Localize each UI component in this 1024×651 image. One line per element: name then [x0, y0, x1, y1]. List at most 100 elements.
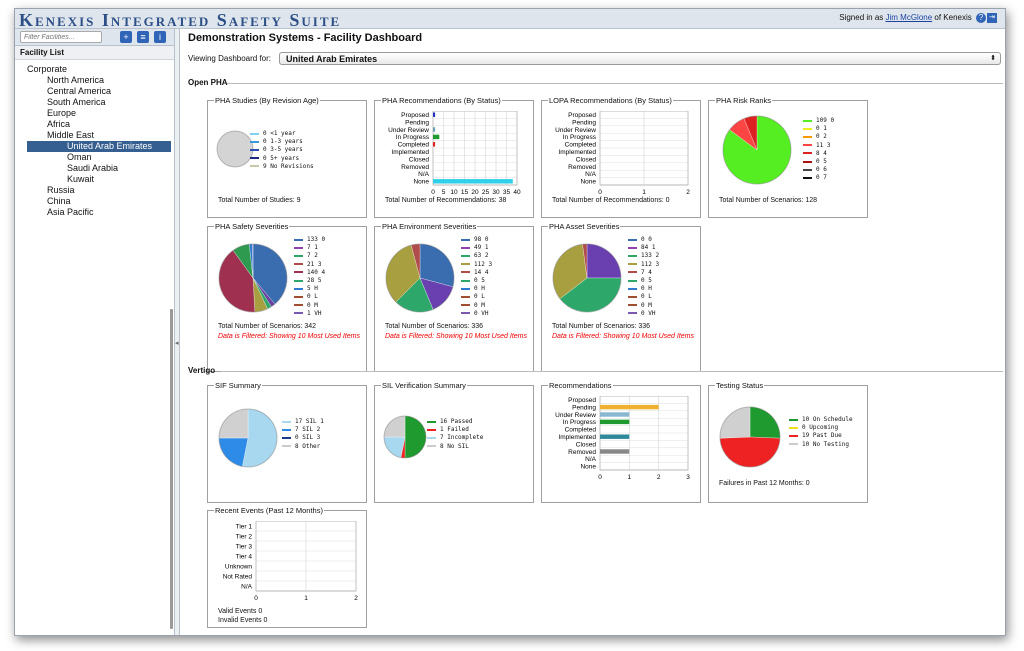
y-category-label: Under Review: [555, 127, 596, 134]
legend-item: 10 No Testing: [789, 441, 853, 449]
help-icon[interactable]: ?: [976, 13, 986, 23]
pie-outline: [383, 415, 427, 459]
legend-swatch: [250, 165, 259, 168]
legend-label: 0 0: [641, 236, 652, 243]
facility-item[interactable]: Saudi Arabia: [67, 163, 119, 173]
y-category-label: Removed: [568, 164, 596, 171]
legend-label: 7 Incomplete: [440, 434, 484, 442]
legend-label: 7 SIL 2: [295, 426, 321, 434]
legend-item: 8 No SIL: [427, 443, 483, 451]
legend-item: 109 0: [803, 117, 834, 125]
legend-swatch: [294, 312, 303, 315]
facility-select[interactable]: United Arab Emirates ⬍: [279, 52, 1001, 65]
facility-item[interactable]: Europe: [47, 108, 77, 118]
lopa-recs-bar-chart: 0 1 2 Proposed Pending Under Review In Progres…: [546, 111, 696, 201]
legend-item: 7 SIL 2: [282, 426, 324, 434]
y-category-label: Tier 3: [236, 543, 253, 550]
legend-label: 11 3: [816, 141, 831, 149]
y-category-label: In Progress: [563, 419, 597, 426]
facility-list-header: Facility List: [15, 46, 174, 60]
legend-item: 8 4: [803, 150, 834, 158]
legend-item: 11 3: [803, 142, 834, 150]
legend-label: 10 On Schedule: [802, 416, 853, 423]
facility-item-selected[interactable]: United Arab Emirates: [27, 141, 171, 152]
legend-item: 9 No Revisions: [250, 163, 314, 171]
y-category-label: Completed: [565, 427, 597, 434]
legend-item: 28 5: [294, 277, 325, 285]
facility-item[interactable]: Kuwait: [67, 174, 95, 184]
facility-tree: Corporate North America Central America Sou…: [15, 60, 174, 218]
facility-item[interactable]: Africa: [47, 119, 71, 129]
x-tick-label: 1: [628, 474, 632, 481]
sidebar-scrollbar[interactable]: [170, 309, 173, 629]
legend-swatch: [282, 445, 291, 448]
legend-swatch: [294, 287, 303, 290]
facility-item[interactable]: China: [47, 196, 71, 206]
legend-label: 17 SIL 1: [295, 418, 324, 425]
legend-label: 0 M: [474, 301, 485, 309]
legend-item: 0 6: [803, 166, 834, 174]
legend-swatch: [803, 168, 812, 171]
legend-swatch: [461, 279, 470, 282]
legend-item: 14 4: [461, 269, 492, 277]
legend-item: 7 4: [628, 269, 659, 277]
sif-summary-pie: [218, 408, 278, 468]
legend-label: 98 0: [474, 236, 489, 243]
user-link[interactable]: Jim McGlone: [885, 13, 933, 23]
pie-slice: [719, 406, 751, 439]
pie-slice: [719, 436, 781, 468]
vertigo-recs-bar-chart: 0 1 2 3 Proposed Pending Under Review In Progre…: [546, 396, 696, 486]
panel-title: SIF Summary: [214, 381, 262, 390]
facility-item[interactable]: Oman: [67, 152, 92, 162]
bar: [600, 434, 630, 439]
add-facility-icon[interactable]: +: [120, 31, 132, 43]
facility-item[interactable]: Asia Pacific: [47, 207, 94, 217]
facility-filter-input[interactable]: [20, 31, 102, 43]
legend-item: 5 H: [294, 285, 325, 293]
legend-item: 140 4: [294, 269, 325, 277]
legend-label: 0 VH: [474, 309, 489, 317]
y-category-label: Removed: [401, 164, 429, 171]
legend-label: 21 3: [307, 260, 322, 268]
pie-slice: [252, 243, 288, 305]
sidebar-splitter[interactable]: ◂: [175, 29, 180, 635]
panel-pha-recs: PHA Recommendations (By Status) 0 5 10 15 20…: [374, 96, 534, 218]
legend-swatch: [282, 428, 291, 431]
sil-ver-legend: 16 Passed 1 Failed 7 Incomplete 8 No SIL: [427, 418, 483, 451]
y-category-label: None: [580, 464, 596, 471]
panel-title: PHA Recommendations (By Status): [381, 96, 502, 105]
legend-label: 133 0: [307, 236, 326, 243]
legend-item: 0 Upcoming: [789, 424, 853, 432]
bar: [600, 412, 630, 417]
legend-swatch: [803, 144, 812, 147]
x-tick-label: 5: [442, 189, 446, 196]
info-icon[interactable]: i: [154, 31, 166, 43]
collapse-icon[interactable]: ◂: [175, 340, 179, 347]
panel-lopa-recs: LOPA Recommendations (By Status) 0 1 2 Prop…: [541, 96, 701, 218]
facility-item[interactable]: Middle East: [47, 130, 95, 140]
list-icon[interactable]: ≡: [137, 31, 149, 43]
facility-item[interactable]: Central America: [47, 86, 112, 96]
legend-label: 0 5+ years: [263, 154, 300, 162]
asset-sev-pie: [552, 243, 622, 313]
section-open-pha: Open PHA: [188, 78, 228, 87]
logout-icon[interactable]: ⇥: [987, 13, 997, 23]
legend-label: 0 M: [641, 301, 652, 309]
section-divider: [221, 371, 1003, 372]
legend-item: 0 5+ years: [250, 155, 314, 163]
legend-item: 112 3: [461, 261, 492, 269]
legend-label: 49 1: [474, 244, 489, 252]
legend-swatch: [461, 263, 470, 266]
facility-item[interactable]: North America: [47, 75, 105, 85]
facility-item[interactable]: Corporate: [27, 64, 68, 74]
pie-slice: [419, 243, 455, 287]
legend-swatch: [250, 148, 259, 151]
facility-item[interactable]: Russia: [47, 185, 75, 195]
panel-title: PHA Studies (By Revision Age): [214, 96, 320, 105]
facility-item[interactable]: South America: [47, 97, 106, 107]
pie-slice: [582, 243, 588, 279]
legend-label: 0 L: [307, 293, 318, 301]
